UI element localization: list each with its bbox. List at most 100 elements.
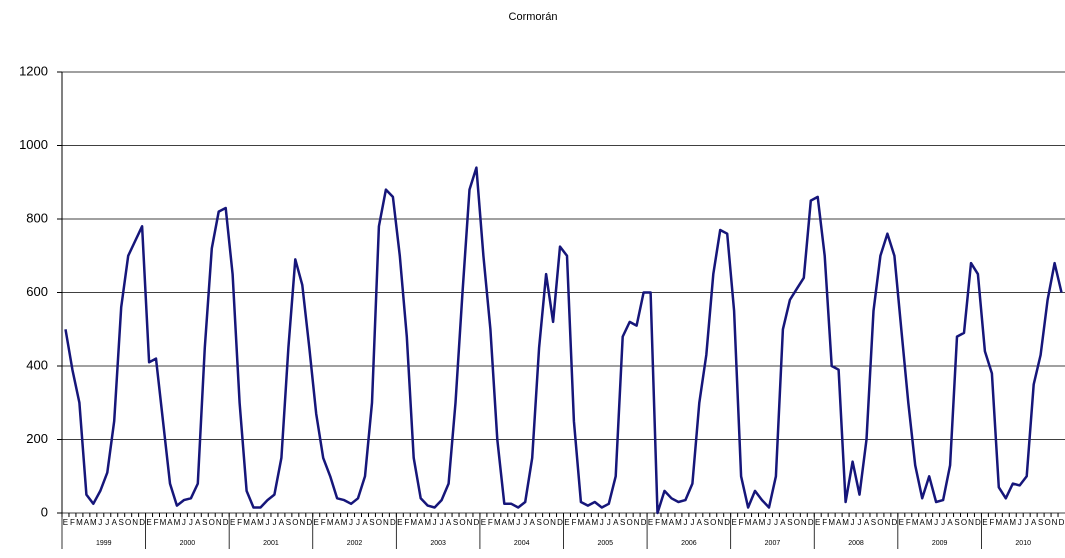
x-tick-label: A — [585, 518, 591, 527]
y-tick-label: 1200 — [19, 63, 48, 78]
x-tick-label: D — [724, 518, 730, 527]
x-tick-label: J — [774, 518, 778, 527]
x-tick-label: A — [84, 518, 90, 527]
x-tick-label: A — [864, 518, 870, 527]
x-tick-label: M — [828, 518, 835, 527]
x-tick-label: M — [508, 518, 515, 527]
x-tick-label: N — [132, 518, 138, 527]
y-tick-label: 400 — [26, 357, 48, 372]
x-tick-label: M — [76, 518, 83, 527]
x-tick-label: D — [139, 518, 145, 527]
x-tick-label: F — [906, 518, 911, 527]
year-label: 2010 — [1015, 540, 1031, 547]
x-tick-label: J — [934, 518, 938, 527]
x-tick-label: M — [494, 518, 501, 527]
year-label: 1999 — [96, 540, 112, 547]
x-tick-label: M — [842, 518, 849, 527]
x-tick-label: F — [70, 518, 75, 527]
x-tick-label: J — [433, 518, 437, 527]
x-tick-label: O — [209, 518, 215, 527]
x-tick-label: E — [481, 518, 486, 527]
x-tick-label: E — [564, 518, 569, 527]
x-tick-label: A — [418, 518, 424, 527]
x-tick-label: D — [1059, 518, 1065, 527]
x-tick-label: S — [453, 518, 458, 527]
x-tick-label: S — [871, 518, 876, 527]
x-tick-label: O — [292, 518, 298, 527]
x-tick-label: J — [683, 518, 687, 527]
x-tick-label: E — [982, 518, 987, 527]
x-tick-label: A — [279, 518, 285, 527]
x-tick-label: F — [154, 518, 159, 527]
x-tick-label: A — [920, 518, 926, 527]
x-tick-label: O — [543, 518, 549, 527]
year-label: 2000 — [180, 540, 196, 547]
x-tick-label: N — [550, 518, 556, 527]
x-tick-label: O — [710, 518, 716, 527]
x-tick-label: M — [90, 518, 97, 527]
y-tick-label: 200 — [26, 431, 48, 446]
x-tick-label: F — [989, 518, 994, 527]
chart-title: Cormorán — [509, 11, 558, 23]
x-tick-label: M — [661, 518, 668, 527]
x-tick-label: A — [334, 518, 340, 527]
x-tick-label: F — [739, 518, 744, 527]
x-tick-label: J — [265, 518, 269, 527]
x-tick-label: S — [536, 518, 541, 527]
x-tick-label: J — [1025, 518, 1029, 527]
x-tick-label: J — [182, 518, 186, 527]
x-tick-label: M — [1009, 518, 1016, 527]
x-tick-label: D — [390, 518, 396, 527]
x-tick-label: E — [648, 518, 653, 527]
year-label: 2001 — [263, 540, 279, 547]
x-tick-label: D — [474, 518, 480, 527]
x-tick-label: J — [1018, 518, 1022, 527]
x-tick-label: J — [105, 518, 109, 527]
x-tick-label: F — [488, 518, 493, 527]
x-tick-label: O — [125, 518, 131, 527]
x-tick-label: N — [634, 518, 640, 527]
x-tick-label: A — [251, 518, 257, 527]
x-tick-label: J — [858, 518, 862, 527]
x-tick-label: M — [243, 518, 250, 527]
x-tick-label: O — [459, 518, 465, 527]
year-label: 2009 — [932, 540, 948, 547]
x-tick-label: A — [1031, 518, 1037, 527]
x-tick-label: F — [237, 518, 242, 527]
x-tick-label: F — [321, 518, 326, 527]
x-tick-label: A — [697, 518, 703, 527]
year-label: 2005 — [598, 540, 614, 547]
x-tick-label: A — [780, 518, 786, 527]
x-tick-label: A — [195, 518, 201, 527]
x-tick-label: J — [767, 518, 771, 527]
x-tick-label: S — [704, 518, 709, 527]
x-tick-label: M — [759, 518, 766, 527]
x-tick-label: D — [306, 518, 312, 527]
x-tick-label: O — [627, 518, 633, 527]
x-tick-label: S — [202, 518, 207, 527]
x-tick-label: N — [1052, 518, 1058, 527]
x-tick-label: M — [160, 518, 167, 527]
x-tick-label: F — [655, 518, 660, 527]
x-tick-label: M — [257, 518, 264, 527]
x-tick-label: E — [899, 518, 904, 527]
year-label: 2003 — [430, 540, 446, 547]
year-label: 2007 — [765, 540, 781, 547]
x-tick-label: E — [230, 518, 235, 527]
x-tick-label: J — [607, 518, 611, 527]
x-tick-label: J — [941, 518, 945, 527]
x-tick-label: S — [787, 518, 792, 527]
x-tick-label: M — [424, 518, 431, 527]
x-tick-label: N — [717, 518, 723, 527]
x-tick-label: M — [174, 518, 181, 527]
x-tick-label: D — [975, 518, 981, 527]
x-tick-label: J — [600, 518, 604, 527]
x-tick-label: E — [815, 518, 820, 527]
y-tick-label: 0 — [41, 504, 48, 519]
x-tick-label: D — [641, 518, 647, 527]
x-tick-label: J — [523, 518, 527, 527]
year-label: 2008 — [848, 540, 864, 547]
x-tick-label: J — [98, 518, 102, 527]
x-tick-label: N — [884, 518, 890, 527]
year-label: 2004 — [514, 540, 530, 547]
